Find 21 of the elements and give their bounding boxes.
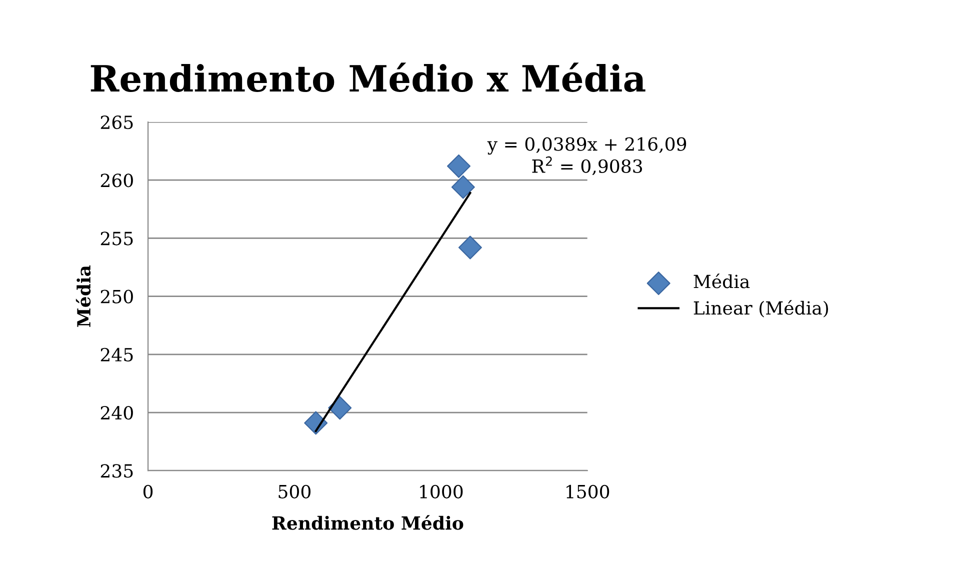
legend-label: Média xyxy=(694,274,750,288)
x-tick-label: 500 xyxy=(278,484,310,498)
y-axis-title: Média xyxy=(76,265,91,327)
y-tick-label: 260 xyxy=(100,174,133,188)
point xyxy=(458,236,482,260)
x-axis-title: Rendimento Médio xyxy=(272,515,464,530)
point xyxy=(447,154,471,178)
y-tick-label: 255 xyxy=(100,232,133,246)
legend-label: Linear (Média) xyxy=(694,300,828,318)
x-tick-label: 1500 xyxy=(566,484,610,498)
x-tick-label: 1000 xyxy=(420,484,463,498)
x-tick-label: 0 xyxy=(143,484,153,498)
y-tick-label: 250 xyxy=(100,290,133,304)
y-tick-label: 240 xyxy=(100,406,133,420)
y-tick-label: 245 xyxy=(100,348,133,362)
y-tick-label: 265 xyxy=(100,115,133,130)
annotation: y = 0,0389x + 216,09 R$^{2}$ = 0,9083 xyxy=(487,137,686,176)
point xyxy=(328,396,352,420)
chart-title: Rendimento Médio x Média xyxy=(90,62,646,92)
y-tick-label: 235 xyxy=(100,464,133,478)
point xyxy=(451,175,475,199)
